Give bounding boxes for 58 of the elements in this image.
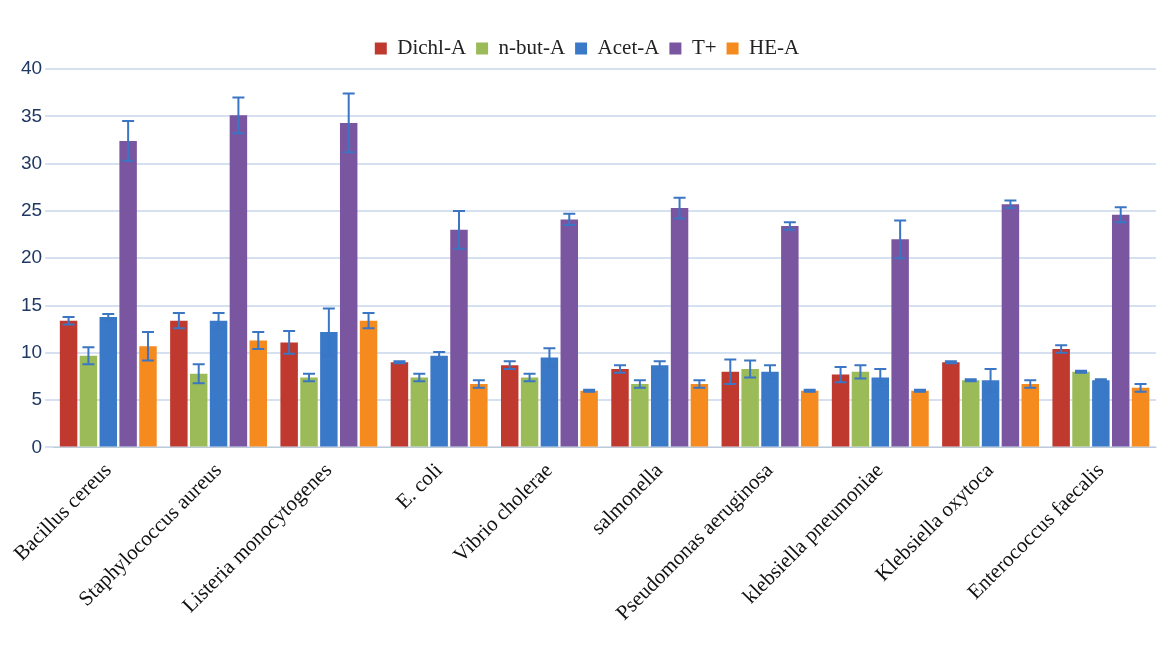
bar <box>942 362 960 447</box>
bar <box>430 355 448 447</box>
legend-label: Dichl-A <box>397 35 467 60</box>
y-tick-label: 0 <box>31 435 43 457</box>
bar <box>170 320 188 447</box>
y-tick-label: 5 <box>31 388 43 410</box>
legend-label: T+ <box>691 35 717 60</box>
bar <box>1111 214 1130 447</box>
bar <box>229 115 248 447</box>
bar <box>690 384 709 447</box>
bar <box>1131 387 1150 447</box>
bar <box>339 122 358 447</box>
bar <box>470 384 488 447</box>
bar <box>520 377 539 447</box>
bar <box>390 362 409 447</box>
bar <box>781 226 799 447</box>
bar <box>500 365 519 447</box>
bar <box>139 346 157 447</box>
bar <box>280 342 298 447</box>
bar <box>450 229 468 447</box>
bar <box>961 380 980 447</box>
y-tick-label: 10 <box>20 341 43 363</box>
y-tick-label: 30 <box>20 151 43 173</box>
bar <box>79 355 98 447</box>
bar <box>580 390 598 447</box>
bar <box>891 239 909 447</box>
bar <box>631 384 649 447</box>
bar <box>670 208 689 447</box>
bar <box>1021 384 1040 447</box>
bar <box>99 316 118 447</box>
bar <box>560 219 579 447</box>
bar <box>1001 204 1020 447</box>
bar <box>1092 380 1110 447</box>
bar <box>1052 349 1070 447</box>
y-tick-label: 20 <box>20 246 43 268</box>
y-tick-label: 35 <box>20 104 43 126</box>
bar <box>119 140 137 447</box>
legend-label: n-but-A <box>498 35 566 60</box>
bar <box>911 390 929 447</box>
bar <box>410 377 429 447</box>
bar <box>359 320 378 447</box>
legend-label: HE-A <box>749 35 801 60</box>
bar <box>1072 371 1090 447</box>
bar <box>611 368 629 447</box>
y-tick-label: 25 <box>20 199 43 221</box>
bar <box>851 371 870 447</box>
bar <box>800 390 819 447</box>
bar <box>721 371 740 447</box>
bar <box>831 374 850 447</box>
bar <box>249 340 267 447</box>
x-tick-label: E. coli <box>390 457 447 514</box>
legend-label: Acet-A <box>597 35 661 60</box>
bar <box>59 320 78 447</box>
y-tick-label: 15 <box>20 293 43 315</box>
bar <box>300 377 318 447</box>
y-tick-label: 40 <box>20 57 43 79</box>
bar <box>741 368 759 447</box>
bar <box>189 373 208 447</box>
